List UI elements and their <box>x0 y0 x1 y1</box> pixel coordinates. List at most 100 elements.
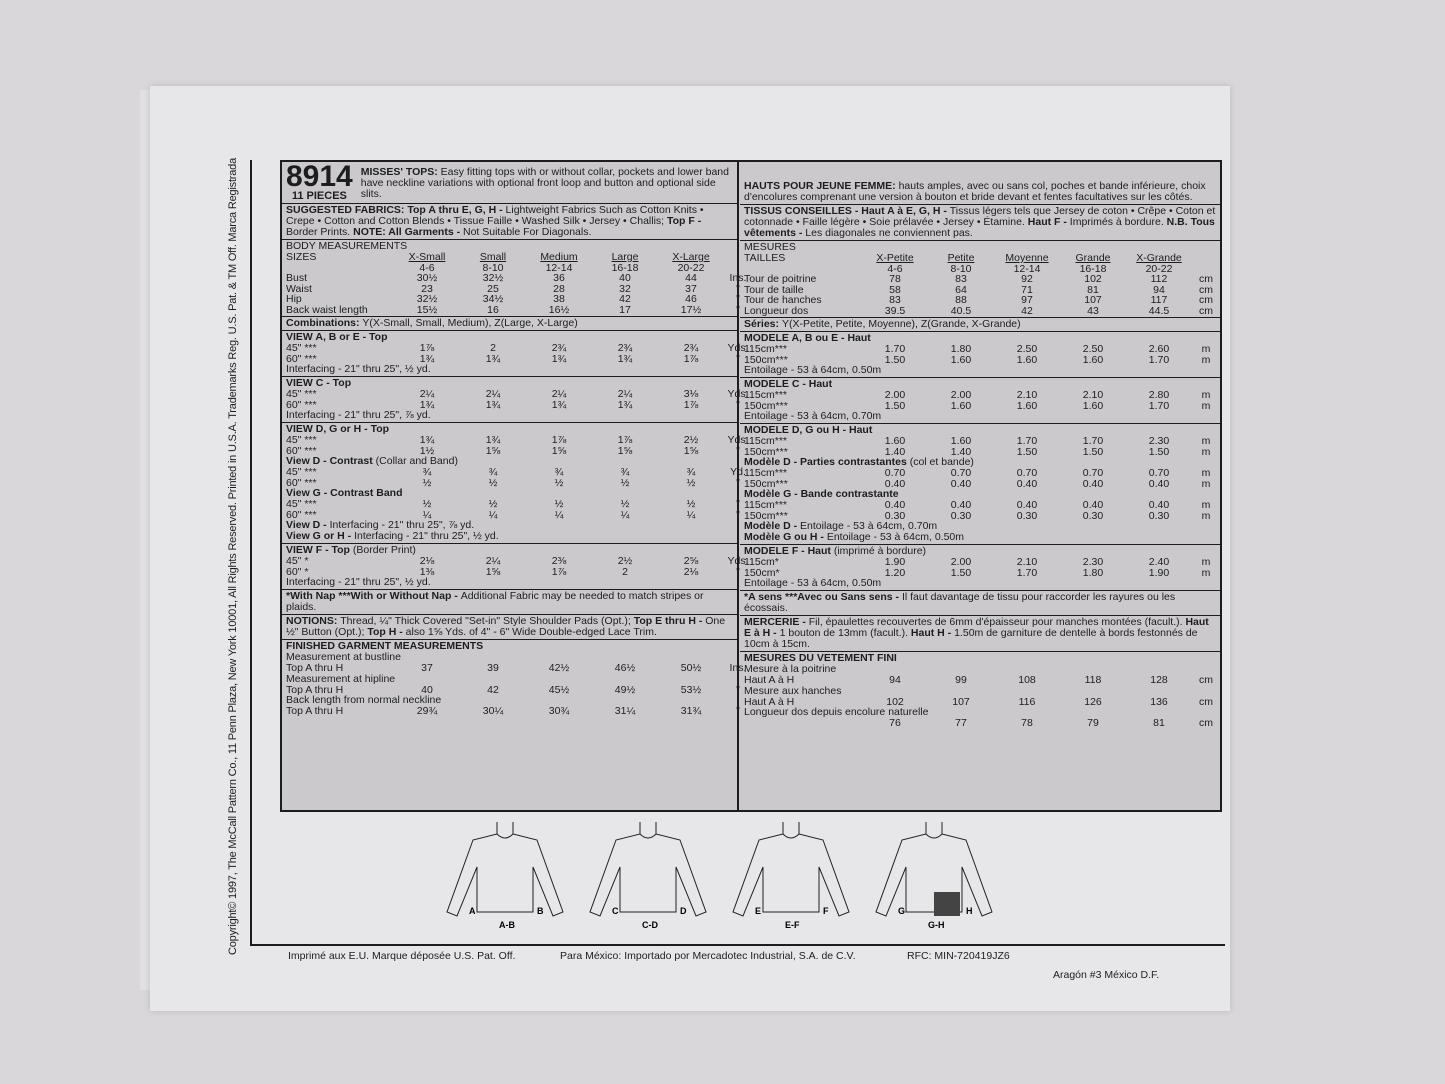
row-value: 112 <box>1150 273 1168 285</box>
row-value: 0.40 <box>1082 477 1104 490</box>
section: Séries: Y(X-Petite, Petite, Moyenne), Z(… <box>740 318 1220 332</box>
text: Entoilage - 53 à 64cm, 0.50m <box>826 531 965 543</box>
row-value: ¾ <box>620 466 630 478</box>
row-value: 1.50 <box>1148 445 1170 458</box>
row-value: 1¾ <box>551 398 567 411</box>
measurement-row: 115cm*** 2.00 2.00 2.10 2.10 2.80 m <box>744 390 1216 401</box>
row-unit: " <box>736 293 740 305</box>
row-value: 1.60 <box>950 435 972 447</box>
text: Not Suitable For Diagonals. <box>463 226 592 238</box>
row-value: 0.40 <box>1016 477 1038 490</box>
measurement-row: 115cm*** 0.70 0.70 0.70 0.70 0.70 m <box>744 468 1216 479</box>
row-value: 71 <box>1021 283 1033 296</box>
row-value: 2.60 <box>1148 343 1170 355</box>
row-unit: m <box>1201 353 1211 366</box>
row-value: 1⅞ <box>551 434 567 446</box>
bold-text: N.B. Tous vêtements - <box>744 216 1215 239</box>
section: NOTIONS: Thread, ¼" Thick Covered "Set-i… <box>282 615 737 640</box>
row-value: 38 <box>553 293 565 305</box>
row-value: 1½ <box>419 444 435 457</box>
bold-text: FINISHED GARMENT MEASUREMENTS <box>286 640 484 652</box>
footer-rfc: RFC: MIN-720419JZ6 <box>907 950 1010 962</box>
row-value: 42 <box>1021 304 1033 317</box>
row-value: 40 <box>421 683 433 696</box>
section: VIEW D, G or H - Top 45" *** 1¾ 1¾ 1⅞ 1⅞ 2½ Yds… <box>282 423 749 544</box>
measurement-row: Tour de taille 58 64 71 81 94 cm <box>744 283 1216 296</box>
text: Mesure aux hanches <box>744 684 842 697</box>
row-value: 2¼ <box>419 388 435 400</box>
row-value: 77 <box>955 717 967 729</box>
bold-text: VIEW D, G or H - Top <box>286 423 390 435</box>
row-value: 0.30 <box>950 509 972 522</box>
row-value: 107 <box>1084 294 1102 306</box>
text-line: *A sens ***Avec ou Sans sens - Il faut d… <box>744 592 1216 614</box>
row-value: ½ <box>422 498 432 510</box>
row-unit: Yds. <box>727 434 749 446</box>
view-label: G <box>898 906 905 916</box>
bold-text: Haut F - <box>1027 216 1070 228</box>
row-value: 2.00 <box>950 389 972 401</box>
section: MODELE A, B ou E - Haut 115cm*** 1.70 1.80 2… <box>740 332 1220 378</box>
measurement-row: 115cm*** 0.40 0.40 0.40 0.40 0.40 m <box>744 500 1216 511</box>
row-value: 16 <box>487 303 499 316</box>
row-unit: m <box>1201 467 1211 479</box>
text-line: View D - Contrast (Collar and Band) <box>286 456 733 467</box>
row-label: 115cm*** <box>744 389 787 401</box>
row-value: 107 <box>952 695 970 708</box>
measurement-row: Bust 30½ 32½ 36 40 44 Ins. <box>286 272 746 284</box>
row-value: 92 <box>1021 273 1033 285</box>
row-unit: " <box>736 508 740 521</box>
row-unit: " <box>736 398 740 411</box>
text: (Border Print) <box>352 544 416 556</box>
row-unit: cm <box>1199 283 1213 296</box>
text: Measurement at bustline <box>286 651 401 663</box>
row-unit: cm <box>1199 294 1213 306</box>
measurement-row: 150cm*** 1.50 1.60 1.60 1.60 1.70 m <box>744 400 1216 412</box>
measurement-row: SIZES X-Small Small Medium Large X-Large <box>286 252 733 263</box>
row-value: 64 <box>955 283 967 296</box>
row-value: 12-14 <box>1013 262 1041 275</box>
text-line: Modèle G ou H - Entoilage - 53 à 64cm, 0… <box>744 532 1216 543</box>
row-label: Top A thru H <box>286 662 344 674</box>
text-line: MODELE A, B ou E - Haut <box>744 333 1216 344</box>
english-column: 8914 11 PIECES MISSES' TOPS: Easy fittin… <box>282 162 749 810</box>
row-label: 60" * <box>286 565 309 578</box>
row-value: 136 <box>1150 695 1168 708</box>
row-unit: cm <box>1199 695 1213 708</box>
row-value: 17 <box>619 303 631 316</box>
row-unit: " <box>736 282 740 295</box>
size-header: Petite <box>947 252 975 264</box>
section: MESURES TAILLES X-Petite Petite Moyenne Grand… <box>740 241 1220 318</box>
bold-text: Top F - <box>667 215 702 227</box>
row-value: ¼ <box>686 508 696 521</box>
measurement-row: Haut A à H 102 107 116 126 136 cm <box>744 695 1216 708</box>
bold-text: Combinations: <box>286 317 363 329</box>
row-unit: " <box>736 352 740 365</box>
row-label: 150cm*** <box>744 509 788 522</box>
row-unit: Ins. <box>729 662 747 674</box>
text: (Collar and Band) <box>375 455 458 467</box>
row-value: 102 <box>1084 273 1102 285</box>
row-label: Haut A à H <box>744 695 795 708</box>
row-value: 1.70 <box>1016 435 1038 447</box>
text-line: TISSUS CONSEILLES - Haut A à E, G, H - T… <box>744 206 1216 239</box>
text: Additional Fabric may be needed to match… <box>286 590 704 613</box>
row-value: 2.00 <box>950 556 972 568</box>
row-value: 2 <box>490 342 496 354</box>
row-value: 79 <box>1087 717 1099 729</box>
row-label: Bust <box>286 272 308 284</box>
row-unit: " <box>736 498 740 510</box>
copyright-side-text: Copyright© 1997, The McCall Pattern Co.,… <box>227 157 239 955</box>
text: Interfacing - 21" thru 25", ½ yd. <box>286 576 431 588</box>
row-value: 0.70 <box>1148 467 1170 479</box>
measurement-row: 150cm* 1.20 1.50 1.70 1.80 1.90 m <box>744 567 1216 579</box>
text: also 1⅝ Yds. of 4" - 6" Wide Double-edge… <box>405 626 657 638</box>
row-value: 16½ <box>548 303 570 316</box>
row-value: 12-14 <box>545 261 573 274</box>
row-value: 83 <box>955 273 967 285</box>
row-value: 1⅞ <box>419 342 435 354</box>
text-line: MODELE F - Haut (imprimé à bordure) <box>744 546 1216 557</box>
measurement-row: 115cm*** 1.70 1.80 2.50 2.50 2.60 m <box>744 344 1216 355</box>
bold-text: SUGGESTED FABRICS: Top A thru E, G, H - <box>286 204 506 216</box>
top-illustration: C D C-D <box>589 822 707 930</box>
